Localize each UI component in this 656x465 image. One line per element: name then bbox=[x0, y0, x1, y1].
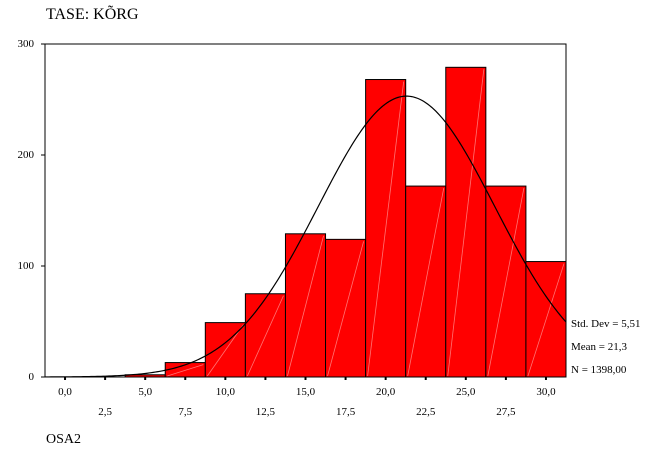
chart-title: TASE: KÕRG bbox=[46, 6, 139, 23]
bar-highlight bbox=[407, 188, 445, 377]
x-tick-label: 22,5 bbox=[416, 406, 436, 418]
histogram-bar bbox=[485, 185, 527, 378]
bar-highlight bbox=[487, 188, 525, 377]
histogram-bar bbox=[525, 261, 567, 378]
x-tick-label: 30,0 bbox=[536, 386, 556, 398]
x-axis-label: OSA2 bbox=[46, 432, 82, 447]
x-tick-label: 17,5 bbox=[336, 406, 356, 418]
x-tick-label: 25,0 bbox=[456, 386, 476, 398]
x-tick-label: 10,0 bbox=[216, 386, 236, 398]
y-tick-label: 100 bbox=[18, 260, 35, 272]
bar-highlight bbox=[206, 324, 244, 377]
bar-highlight bbox=[527, 263, 565, 377]
stat-n: N = 1398,00 bbox=[571, 364, 627, 376]
histogram-bar bbox=[325, 238, 367, 378]
x-tick-label: 27,5 bbox=[496, 406, 516, 418]
histogram-bar bbox=[204, 322, 246, 378]
x-tick-label: 7,5 bbox=[178, 406, 192, 418]
bar-highlight bbox=[447, 69, 485, 377]
x-tick-label: 0,0 bbox=[58, 386, 72, 398]
bar-highlight bbox=[287, 235, 324, 377]
histogram-bars bbox=[44, 66, 567, 378]
x-tick-label: 20,0 bbox=[376, 386, 396, 398]
histogram-bar bbox=[284, 233, 327, 378]
y-tick-label: 0 bbox=[29, 371, 35, 383]
x-tick-label: 5,0 bbox=[138, 386, 152, 398]
stat-std-dev: Std. Dev = 5,51 bbox=[571, 318, 641, 330]
x-tick-label: 2,5 bbox=[98, 406, 112, 418]
bar-highlight bbox=[247, 295, 284, 377]
bar-highlight bbox=[327, 241, 365, 377]
histogram-bar bbox=[365, 79, 407, 378]
tick-labels: 0 100 200 300 0,0 5,0 10,0 15,0 20,0 25,0 30,0 2,5 7… bbox=[18, 38, 557, 418]
normal-curve bbox=[44, 95, 567, 378]
bar-highlight bbox=[367, 81, 405, 377]
x-tick-label: 15,0 bbox=[296, 386, 316, 398]
axes bbox=[41, 43, 567, 380]
x-tick-label: 12,5 bbox=[256, 406, 276, 418]
stat-mean: Mean = 21,3 bbox=[571, 341, 627, 353]
bar-highlight bbox=[167, 364, 204, 377]
y-tick-label: 200 bbox=[18, 149, 35, 161]
y-tick-label: 300 bbox=[18, 38, 35, 50]
